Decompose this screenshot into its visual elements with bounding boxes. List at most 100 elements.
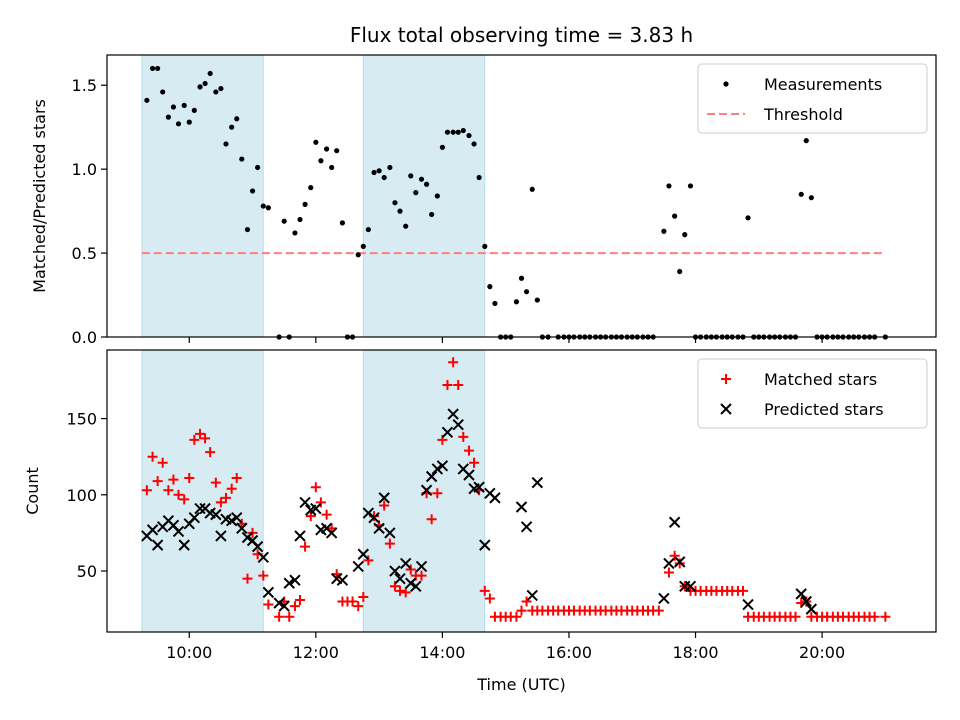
data-point (289, 601, 300, 612)
data-point (147, 451, 158, 462)
data-point (195, 428, 206, 439)
data-point (666, 183, 672, 189)
axes-frame (106, 54, 937, 338)
data-point (205, 447, 216, 458)
data-point (392, 200, 398, 206)
data-point (450, 129, 456, 135)
data-point (236, 522, 248, 535)
y-axis-label: Count (23, 467, 42, 515)
data-point (357, 548, 370, 560)
data-point (410, 580, 422, 592)
data-point (352, 560, 364, 573)
data-point (225, 515, 238, 527)
data-point (389, 565, 401, 577)
data-point (405, 577, 417, 589)
y-tick-label: 0.0 (72, 328, 97, 347)
data-point (479, 585, 490, 596)
series-matched-stars (141, 357, 891, 622)
data-point (795, 588, 807, 600)
data-point (257, 551, 270, 564)
top-panel: 0.0 0.5 1.0 1.5 Matched/Predicted stars Measu… (30, 54, 937, 347)
data-point (325, 527, 338, 539)
data-point (808, 195, 814, 201)
data-point (170, 104, 177, 110)
data-point (292, 230, 298, 236)
data-point (672, 213, 678, 219)
data-point (515, 501, 528, 513)
data-point (513, 299, 520, 305)
data-point (321, 509, 332, 520)
data-point (880, 611, 891, 622)
data-point (479, 539, 491, 551)
data-point (210, 477, 221, 488)
legend-marker (723, 81, 729, 87)
data-point (263, 599, 274, 610)
data-point (189, 434, 200, 445)
data-point (869, 611, 880, 622)
data-point (210, 508, 222, 521)
data-point (458, 431, 469, 442)
data-point (394, 585, 405, 596)
data-point (339, 220, 346, 226)
data-point (405, 564, 416, 575)
data-point (188, 511, 201, 524)
legend: Measurements Threshold (697, 63, 928, 134)
y-tick-label: 100 (66, 486, 97, 505)
data-point (418, 176, 425, 182)
legend-marker (721, 374, 731, 384)
data-point (289, 574, 301, 586)
data-point (144, 97, 150, 103)
data-point (397, 208, 403, 214)
x-tick-label: 10:00 (166, 643, 212, 662)
data-point (384, 527, 396, 539)
data-point (790, 611, 801, 622)
series-measurements (144, 65, 888, 340)
data-point (426, 514, 437, 525)
data-point (334, 148, 340, 154)
data-point (423, 181, 430, 187)
data-point (526, 589, 538, 602)
data-point (798, 191, 804, 197)
data-point (220, 492, 231, 503)
legend-box (697, 358, 928, 429)
data-point (403, 223, 409, 229)
data-point (310, 502, 322, 515)
data-point (297, 216, 303, 223)
data-point (151, 539, 164, 551)
data-point (241, 531, 254, 544)
data-point (400, 587, 411, 598)
data-point (484, 593, 495, 604)
data-point (181, 102, 187, 108)
data-point (310, 482, 321, 493)
shaded-interval (362, 54, 486, 338)
data-point (347, 596, 358, 607)
data-point (265, 205, 271, 211)
data-point (295, 594, 306, 605)
data-point (218, 85, 224, 92)
data-point (300, 541, 311, 552)
data-point (447, 408, 459, 420)
data-point (336, 574, 349, 586)
data-point (420, 484, 433, 496)
data-point (163, 485, 174, 496)
data-point (742, 598, 754, 611)
data-point (489, 492, 501, 504)
x-tick-label: 18:00 (672, 643, 718, 662)
data-point (179, 494, 190, 505)
data-point (191, 107, 197, 113)
y-tick-label: 1.0 (72, 160, 97, 179)
data-point (168, 474, 179, 485)
data-point (439, 144, 445, 150)
data-point (663, 557, 675, 570)
data-point (379, 500, 390, 511)
data-point (805, 603, 818, 615)
data-point (274, 611, 285, 622)
legend-box (697, 63, 928, 134)
data-point (223, 141, 229, 147)
data-point (745, 215, 751, 221)
legend-label: Matched stars (764, 370, 877, 389)
data-point (302, 201, 308, 207)
data-point (455, 129, 461, 135)
data-point (534, 297, 540, 303)
y-tick-label: 50 (77, 562, 97, 581)
